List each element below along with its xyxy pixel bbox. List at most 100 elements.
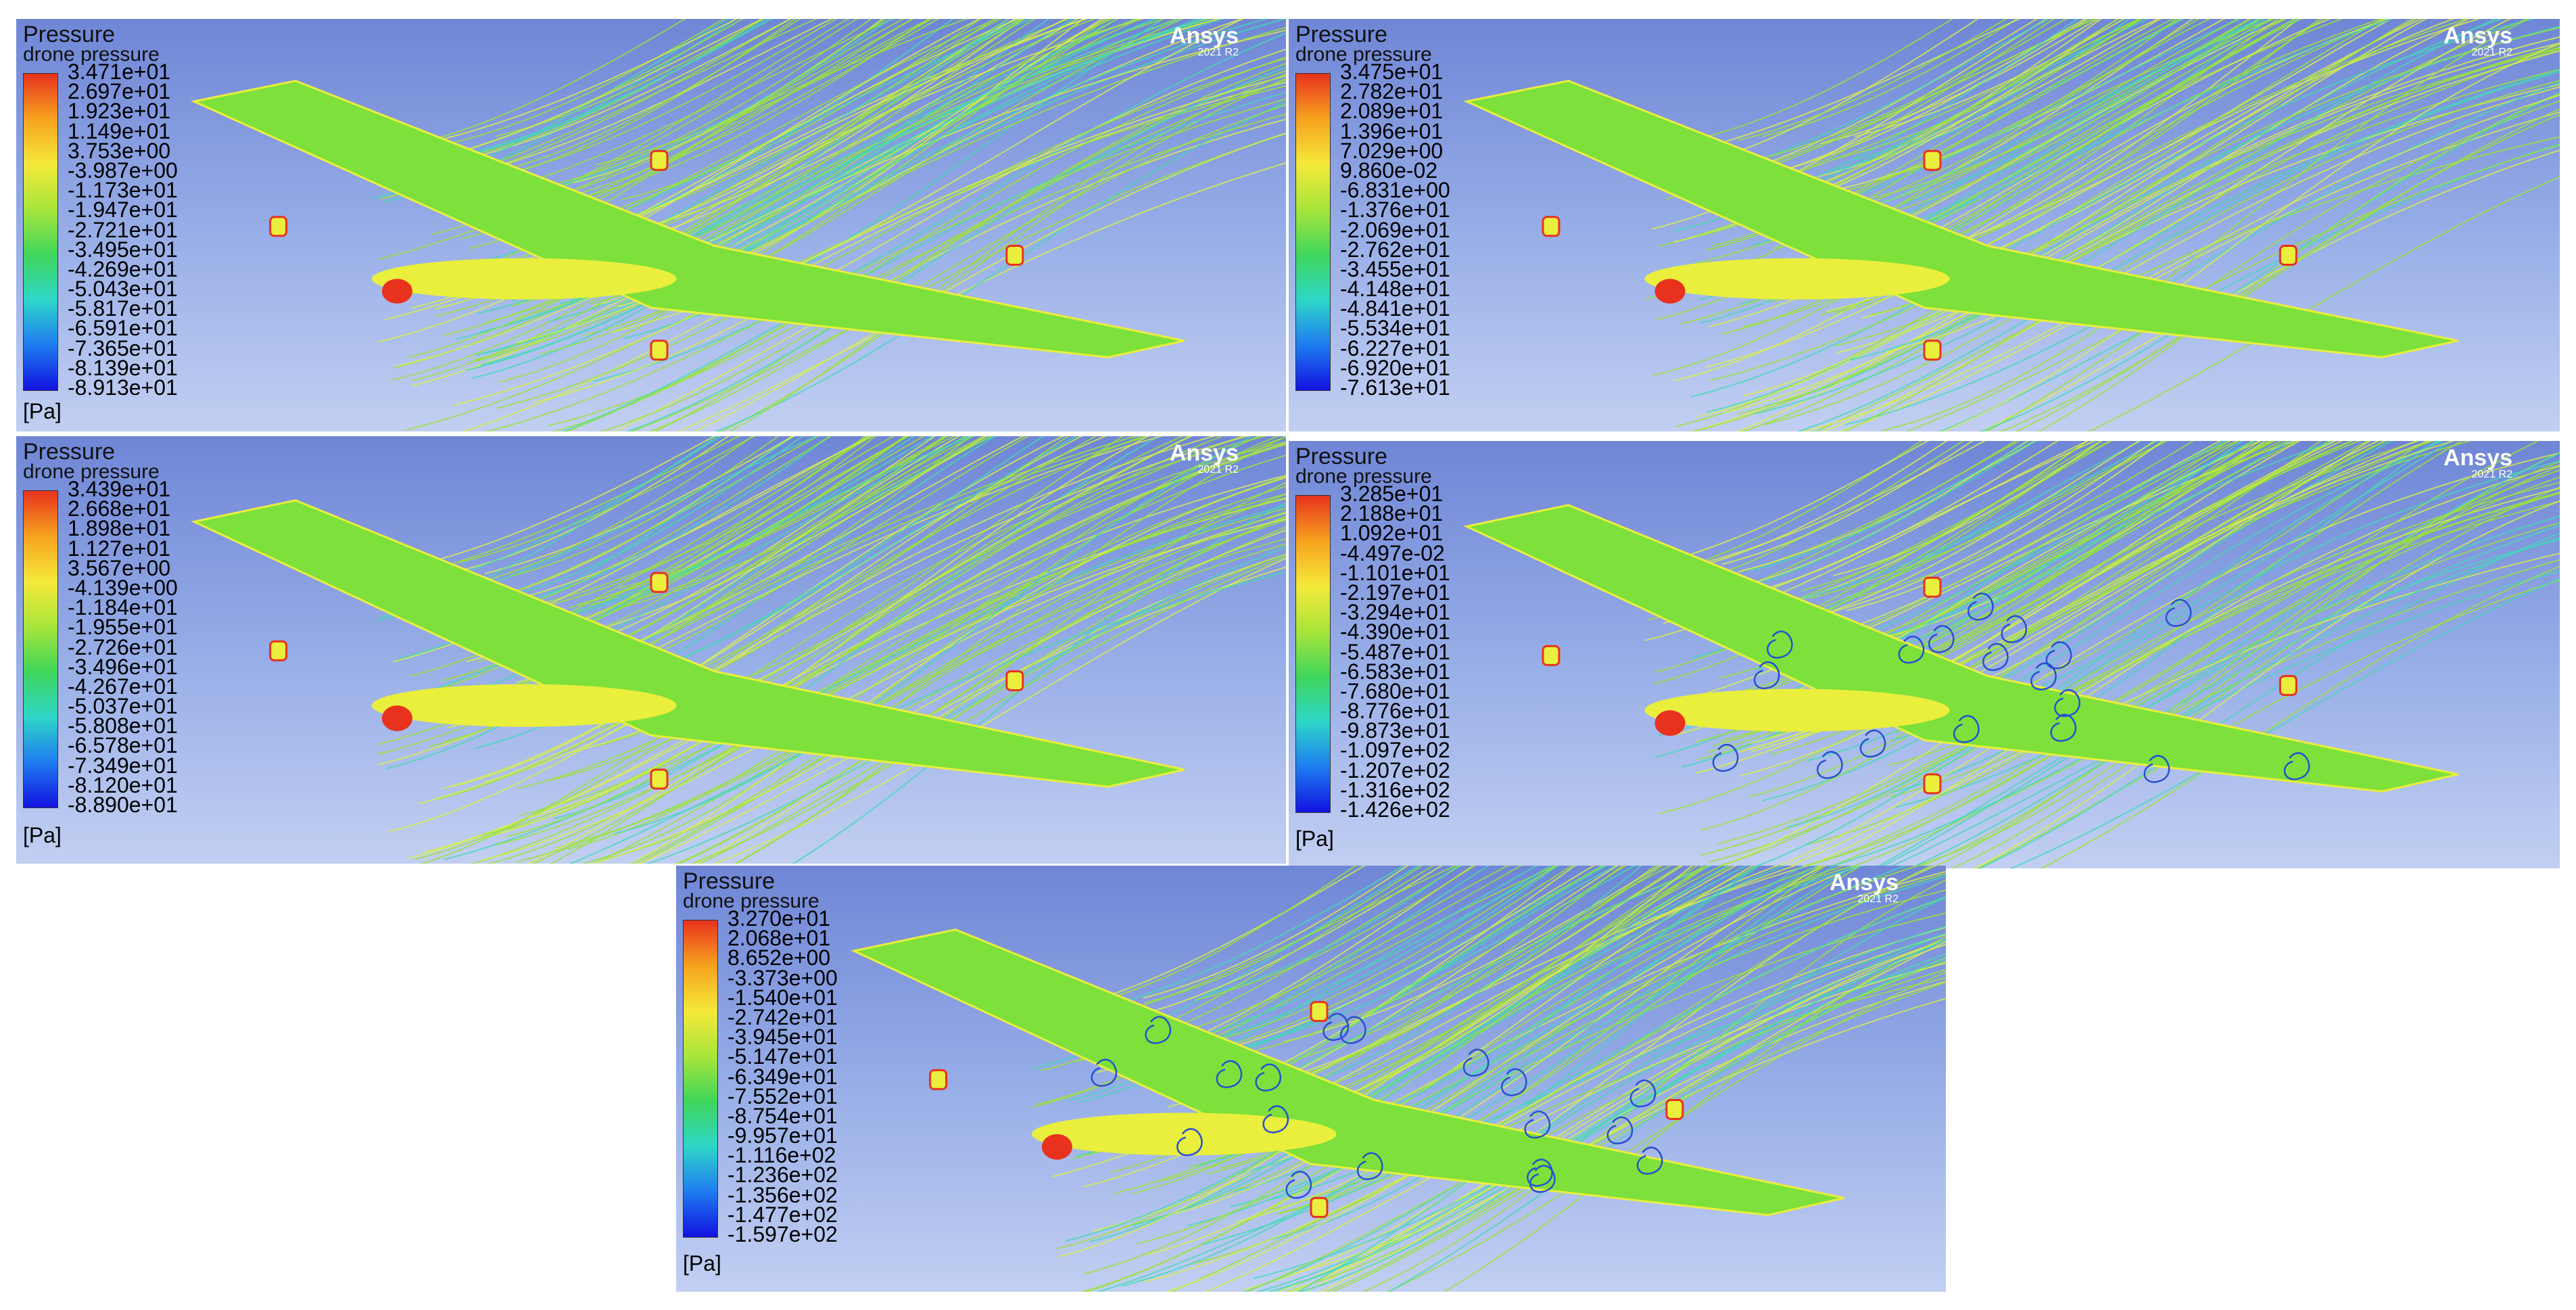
tick-label: -1.376e+01	[1340, 197, 1450, 223]
streamline	[1121, 875, 1946, 1287]
streamline	[1766, 19, 2103, 200]
streamline	[464, 436, 730, 571]
tick-label: -3.294e+01	[1340, 600, 1450, 625]
streamline	[1124, 866, 1443, 1021]
streamline	[599, 62, 1286, 431]
streamline	[396, 29, 1286, 367]
streamline	[457, 436, 832, 628]
streamline	[452, 75, 1286, 406]
panel-subtitle: drone pressure	[1295, 465, 1432, 488]
vortex-streamline	[1216, 1060, 1243, 1088]
rotor-pod	[1923, 576, 1942, 598]
streamline	[480, 436, 794, 603]
streamline	[1760, 19, 2089, 177]
streamline	[1201, 866, 1558, 1064]
streamline	[1748, 460, 2560, 868]
vortex-streamline	[1322, 1012, 1350, 1042]
streamline	[1707, 26, 2560, 413]
streamline	[734, 482, 1286, 864]
tick-label: 8.652e+00	[728, 945, 831, 970]
vortex-streamline	[1527, 1159, 1553, 1187]
streamline	[1762, 19, 2018, 137]
vortex-streamline	[2050, 714, 2077, 742]
streamline	[1057, 866, 1857, 1250]
streamline	[496, 57, 1286, 409]
streamline	[504, 19, 913, 227]
streamline	[1210, 866, 1624, 1113]
tick-label: -3.945e+01	[728, 1025, 838, 1050]
vortex-streamline	[1898, 635, 1925, 664]
streamline	[567, 436, 1261, 850]
vortex-streamline	[1636, 1146, 1663, 1175]
brand-version: 2021 R2	[1857, 893, 1899, 905]
streamline	[1802, 441, 2089, 591]
streamline	[1282, 866, 1694, 1116]
streamline	[602, 19, 1024, 251]
streamline	[1243, 866, 1681, 1094]
streamline	[1692, 441, 1986, 567]
tick-label: -4.497e-02	[1340, 540, 1445, 565]
tick-label: -2.742e+01	[728, 1004, 838, 1029]
vortex-streamline	[1529, 1165, 1556, 1193]
tick-label: -9.873e+01	[1340, 718, 1450, 743]
legend-ticks: 3.439e+01 2.668e+01 1.898e+01 1.127e+01 …	[68, 477, 178, 816]
colormap-bar	[1295, 73, 1331, 391]
streamline	[1646, 441, 1930, 568]
streamline	[1696, 441, 2456, 774]
streamline	[408, 19, 764, 168]
tick-label: -2.069e+01	[1340, 217, 1450, 242]
streamline	[1097, 866, 1406, 1010]
streamline	[577, 436, 1045, 695]
tick-label: 2.089e+01	[1340, 99, 1444, 124]
streamline	[625, 66, 1286, 431]
vortex-streamline	[2283, 752, 2310, 780]
streamline	[1776, 441, 2089, 607]
unit-label: [Pa]	[683, 1251, 721, 1276]
streamline	[1884, 19, 2300, 267]
streamline	[1809, 441, 2168, 599]
streamline	[694, 553, 1286, 864]
streamline	[1058, 866, 1366, 1011]
streamline	[556, 493, 1286, 849]
streamline	[1884, 570, 2560, 868]
tick-label: 9.860e-02	[1340, 158, 1438, 183]
tick-label: 3.439e+01	[68, 477, 171, 501]
tick-label: 2.188e+01	[1340, 501, 1444, 526]
streamline	[1738, 441, 2037, 573]
vortex-streamline	[2143, 755, 2170, 783]
tick-label: 1.092e+01	[1340, 521, 1444, 546]
streamline	[1941, 42, 2560, 431]
streamline	[389, 436, 1216, 833]
rotor-pod	[1005, 670, 1024, 692]
panel-subtitle: drone pressure	[23, 43, 160, 66]
streamline	[1180, 866, 1552, 1050]
streamline	[1805, 469, 2560, 846]
tick-label: 3.285e+01	[1340, 482, 1444, 506]
streamline	[1721, 441, 2168, 641]
streamline	[437, 436, 819, 617]
streamline	[504, 436, 1224, 838]
tick-label: -6.831e+00	[1340, 178, 1450, 203]
vortex-streamline	[1524, 1110, 1551, 1139]
rotor-pod	[2279, 245, 2297, 266]
streamline	[1825, 19, 2185, 173]
vortex-streamline	[2045, 641, 2072, 670]
streamline	[450, 19, 725, 145]
rotor-pod	[1665, 1099, 1684, 1120]
tick-label: -2.726e+01	[68, 634, 178, 659]
wing-surface	[1463, 504, 2458, 793]
brand-version: 2021 R2	[2471, 469, 2513, 480]
streamline	[1790, 441, 2159, 602]
rotor-pod	[650, 149, 669, 171]
tick-label: -5.487e+01	[1340, 639, 1450, 664]
streamline	[1737, 44, 2560, 415]
wing-surface	[1463, 79, 2458, 358]
streamline	[1846, 441, 2164, 611]
streamline	[1831, 19, 2143, 161]
streamline	[1089, 866, 1786, 1243]
streamline	[385, 436, 995, 770]
panel-title: Pressure	[1295, 22, 1388, 47]
rotor-pod	[1542, 645, 1560, 666]
streamline-scene	[1463, 441, 2560, 868]
tick-label: -3.455e+01	[1340, 256, 1450, 281]
